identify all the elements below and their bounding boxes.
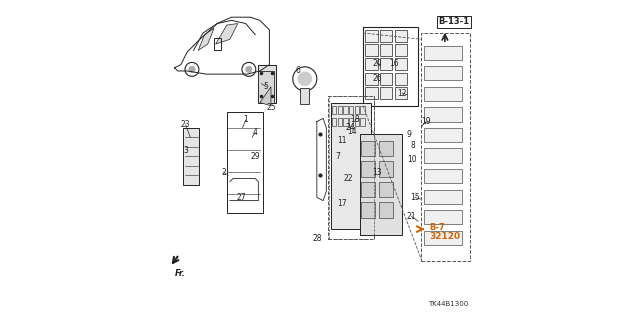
Text: 11: 11 — [337, 136, 347, 145]
Text: 22: 22 — [344, 174, 353, 183]
Text: 27: 27 — [236, 193, 246, 202]
Text: 9: 9 — [406, 130, 411, 139]
Text: Fr.: Fr. — [175, 269, 186, 278]
Bar — [378, 161, 393, 177]
Bar — [344, 106, 348, 114]
Circle shape — [246, 66, 252, 72]
Bar — [361, 182, 375, 197]
Circle shape — [189, 66, 195, 72]
Bar — [380, 30, 392, 42]
Bar — [331, 103, 371, 229]
Text: 18: 18 — [350, 115, 360, 124]
Text: 19: 19 — [421, 117, 431, 126]
Text: 1: 1 — [243, 115, 248, 124]
Polygon shape — [198, 28, 214, 50]
Bar — [424, 107, 462, 122]
Bar — [355, 118, 359, 126]
Bar — [259, 71, 274, 103]
Bar — [349, 106, 353, 114]
Text: 28: 28 — [312, 234, 321, 243]
Text: 23: 23 — [180, 120, 191, 129]
Text: 29: 29 — [250, 152, 260, 161]
Bar — [424, 189, 462, 204]
Bar — [395, 87, 407, 99]
Bar — [380, 87, 392, 99]
Bar — [344, 118, 348, 126]
Text: 2: 2 — [221, 168, 226, 177]
Bar — [365, 58, 378, 70]
Bar — [424, 231, 462, 245]
Polygon shape — [216, 24, 238, 44]
Bar — [332, 118, 336, 126]
Text: 24: 24 — [345, 123, 355, 132]
Bar — [361, 141, 375, 156]
Bar — [361, 202, 375, 218]
Bar — [424, 148, 462, 163]
Bar — [360, 134, 402, 235]
Bar — [395, 30, 407, 42]
Bar — [424, 210, 462, 224]
Bar — [378, 182, 393, 197]
Text: 10: 10 — [407, 155, 417, 164]
Text: 21: 21 — [407, 212, 417, 221]
Bar — [395, 58, 407, 70]
Bar — [380, 72, 392, 85]
Bar — [424, 46, 462, 60]
Text: 4: 4 — [253, 128, 258, 137]
Bar — [424, 66, 462, 80]
Bar — [360, 118, 365, 126]
Bar — [365, 30, 378, 42]
Bar — [365, 87, 378, 99]
Text: 6: 6 — [296, 66, 300, 76]
Bar — [365, 44, 378, 56]
Bar — [300, 88, 309, 104]
Bar — [355, 106, 359, 114]
Bar — [378, 202, 393, 218]
Bar — [378, 141, 393, 156]
Bar — [259, 65, 276, 103]
Text: 17: 17 — [337, 199, 347, 208]
Text: 3: 3 — [183, 145, 188, 154]
Bar — [332, 106, 336, 114]
Text: 26: 26 — [372, 74, 381, 83]
Polygon shape — [260, 87, 271, 106]
Bar — [424, 87, 462, 101]
Bar — [227, 112, 263, 213]
Text: 20: 20 — [372, 59, 381, 68]
Text: B-13-1: B-13-1 — [438, 18, 470, 26]
Text: 7: 7 — [335, 152, 340, 161]
Text: 5: 5 — [264, 82, 269, 91]
Bar — [361, 161, 375, 177]
Bar — [424, 128, 462, 142]
Bar — [365, 72, 378, 85]
Bar — [395, 44, 407, 56]
Bar — [349, 118, 353, 126]
Bar — [380, 58, 392, 70]
Bar — [184, 128, 199, 185]
Text: 8: 8 — [411, 141, 415, 150]
Bar — [424, 169, 462, 183]
Bar — [338, 106, 342, 114]
Circle shape — [298, 72, 312, 86]
Bar — [338, 118, 342, 126]
Bar — [214, 38, 221, 50]
Bar — [380, 44, 392, 56]
Text: B-7: B-7 — [429, 223, 445, 232]
Bar — [360, 106, 365, 114]
Text: 12: 12 — [397, 89, 407, 98]
Text: 25: 25 — [266, 103, 276, 112]
Bar — [421, 33, 470, 261]
Bar — [328, 96, 374, 239]
Text: TK44B1300: TK44B1300 — [428, 300, 468, 307]
Text: 15: 15 — [410, 193, 420, 202]
Text: 16: 16 — [390, 59, 399, 68]
Bar — [395, 72, 407, 85]
Bar — [363, 27, 418, 106]
Text: 14: 14 — [347, 127, 356, 136]
Text: 13: 13 — [372, 168, 381, 177]
Text: 32120: 32120 — [429, 233, 460, 241]
